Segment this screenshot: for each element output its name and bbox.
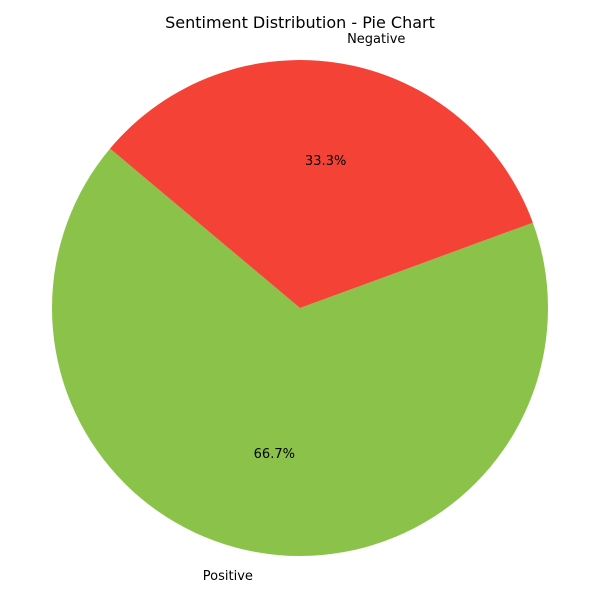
pie-labels: Positive 66.7% Negative 33.3% — [203, 32, 406, 584]
pie-slice-positive — [52, 148, 548, 556]
slice-percent-negative: 33.3% — [305, 154, 346, 169]
pie-slice-negative — [110, 60, 533, 308]
chart-title: Sentiment Distribution - Pie Chart — [165, 13, 435, 32]
slice-label-positive: Positive — [203, 569, 253, 584]
slice-percent-positive: 66.7% — [254, 447, 295, 462]
pie-slices — [52, 60, 548, 556]
slice-label-negative: Negative — [347, 32, 405, 47]
